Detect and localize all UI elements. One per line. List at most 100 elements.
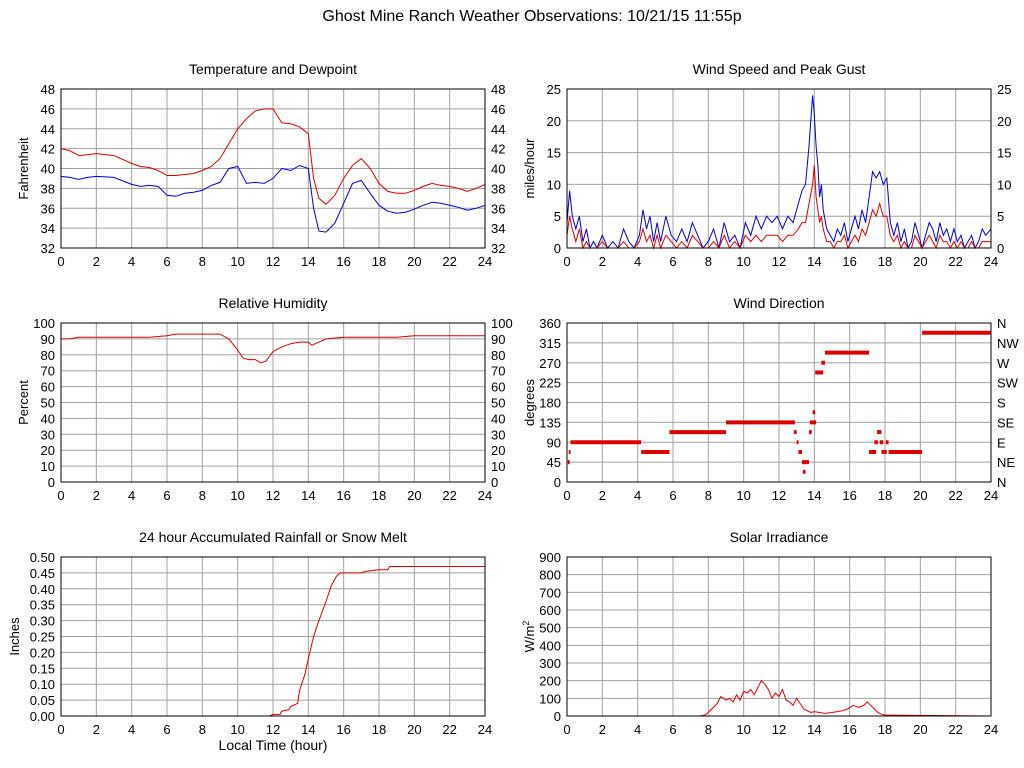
- x-tick-label: 0: [563, 254, 570, 269]
- x-tick-label: 22: [948, 488, 962, 503]
- y-tick-label: 0.45: [30, 566, 55, 581]
- y-tick-label-right: W: [997, 356, 1010, 371]
- x-tick-label: 4: [634, 488, 641, 503]
- x-tick-label: 24: [478, 488, 492, 503]
- y-tick-label-right: NW: [997, 336, 1019, 351]
- y-tick-label-right: 42: [491, 142, 505, 157]
- y-tick-label: 60: [41, 380, 55, 395]
- x-tick-label: 4: [128, 722, 135, 737]
- x-tick-label: 6: [163, 722, 170, 737]
- x-tick-label: 12: [772, 488, 786, 503]
- rain-ylabel: Inches: [7, 617, 22, 656]
- x-tick-label: 20: [407, 254, 421, 269]
- wind-title: Wind Speed and Peak Gust: [693, 61, 866, 77]
- rh-frame: [60, 322, 486, 483]
- y-tick-label: 0: [48, 475, 55, 490]
- x-tick-label: 8: [705, 722, 712, 737]
- y-tick-label: 80: [41, 348, 55, 363]
- y-tick-label-right: 40: [491, 162, 505, 177]
- x-tick-label: 18: [372, 488, 386, 503]
- rh-chart: [60, 322, 486, 483]
- y-tick-label: 32: [41, 241, 55, 256]
- y-tick-label-right: 60: [491, 380, 505, 395]
- x-tick-label: 14: [301, 722, 315, 737]
- rain-frame: [60, 556, 486, 717]
- x-tick-label: 10: [230, 488, 244, 503]
- x-tick-label: 0: [57, 722, 64, 737]
- y-tick-label: 500: [539, 621, 561, 636]
- x-tick-label: 10: [736, 722, 750, 737]
- x-tick-label: 24: [984, 488, 998, 503]
- wind-ylabel: miles/hour: [522, 138, 537, 199]
- y-tick-label-right: N: [997, 475, 1006, 490]
- rain-series-line: [61, 566, 485, 717]
- x-tick-label: 16: [336, 488, 350, 503]
- y-tick-label-right: NE: [997, 455, 1015, 470]
- x-tick-label: 0: [563, 488, 570, 503]
- x-tick-label: 4: [128, 488, 135, 503]
- y-tick-label: 0.00: [30, 709, 55, 724]
- x-tick-label: 18: [878, 488, 892, 503]
- y-tick-label-right: 46: [491, 102, 505, 117]
- x-tick-label: 14: [807, 488, 821, 503]
- x-tick-label: 10: [230, 722, 244, 737]
- x-tick-label: 14: [301, 488, 315, 503]
- solar-chart: [566, 556, 992, 717]
- y-tick-label: 5: [554, 209, 561, 224]
- y-tick-label: 0.05: [30, 693, 55, 708]
- y-tick-label-right: 30: [491, 427, 505, 442]
- y-tick-label: 36: [41, 201, 55, 216]
- y-tick-label: 0.30: [30, 614, 55, 629]
- x-tick-label: 16: [842, 488, 856, 503]
- x-tick-label: 20: [913, 254, 927, 269]
- page-title: Ghost Mine Ranch Weather Observations: 1…: [322, 8, 742, 25]
- y-tick-label-right: 20: [491, 443, 505, 458]
- y-tick-label: 45: [547, 455, 561, 470]
- x-tick-label: 2: [93, 722, 100, 737]
- x-tick-label: 22: [442, 488, 456, 503]
- rain-title: 24 hour Accumulated Rainfall or Snow Mel…: [139, 529, 407, 545]
- y-tick-label: 800: [539, 568, 561, 583]
- x-tick-label: 8: [199, 488, 206, 503]
- y-tick-label: 20: [41, 443, 55, 458]
- y-tick-label-right: 38: [491, 181, 505, 196]
- x-tick-label: 4: [634, 722, 641, 737]
- y-tick-label: 44: [41, 122, 55, 137]
- y-tick-label-right: 32: [491, 241, 505, 256]
- x-tick-label: 24: [478, 254, 492, 269]
- x-tick-label: 22: [442, 722, 456, 737]
- x-tick-label: 4: [634, 254, 641, 269]
- x-tick-label: 22: [948, 254, 962, 269]
- x-tick-label: 20: [407, 722, 421, 737]
- rain-chart: [60, 556, 486, 717]
- winddir-chart: [566, 322, 992, 483]
- x-tick-label: 18: [372, 254, 386, 269]
- y-tick-label: 700: [539, 585, 561, 600]
- x-tick-label: 20: [407, 488, 421, 503]
- solar-series-line: [567, 679, 992, 717]
- y-tick-label: 180: [539, 396, 561, 411]
- x-tick-label: 2: [93, 254, 100, 269]
- y-tick-label-right: 10: [491, 459, 505, 474]
- y-tick-label: 315: [539, 336, 561, 351]
- x-tick-label: 22: [442, 254, 456, 269]
- y-tick-label-right: 90: [491, 332, 505, 347]
- y-tick-label-right: SE: [997, 415, 1015, 430]
- x-tick-label: 12: [266, 488, 280, 503]
- x-tick-label: 8: [199, 254, 206, 269]
- y-tick-label: 30: [41, 427, 55, 442]
- y-tick-label: 34: [41, 221, 55, 236]
- y-tick-label: 0.50: [30, 550, 55, 565]
- y-tick-label: 10: [41, 459, 55, 474]
- x-tick-label: 8: [199, 722, 206, 737]
- y-tick-label: 900: [539, 550, 561, 565]
- x-tick-label: 12: [266, 722, 280, 737]
- x-tick-label: 0: [563, 722, 570, 737]
- x-tick-label: 2: [599, 254, 606, 269]
- y-tick-label: 50: [41, 396, 55, 411]
- x-tick-label: 6: [669, 254, 676, 269]
- y-tick-label-right: 25: [997, 82, 1011, 97]
- temp-series-line: [60, 164, 486, 233]
- y-tick-label-right: 80: [491, 348, 505, 363]
- wind-series-line: [566, 165, 991, 250]
